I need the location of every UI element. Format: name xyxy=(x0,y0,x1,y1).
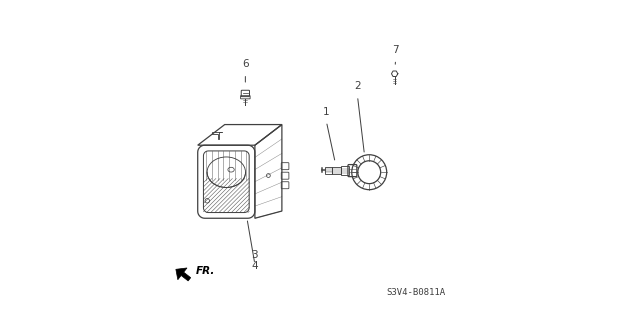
Text: 6: 6 xyxy=(242,59,249,69)
Text: S3V4-B0811A: S3V4-B0811A xyxy=(387,288,445,297)
Text: 1: 1 xyxy=(323,107,330,117)
Text: 2: 2 xyxy=(354,81,361,92)
Text: 4: 4 xyxy=(252,261,258,271)
Text: FR.: FR. xyxy=(195,266,215,276)
Polygon shape xyxy=(176,268,191,281)
Text: 7: 7 xyxy=(392,45,399,55)
Text: 3: 3 xyxy=(252,250,258,260)
